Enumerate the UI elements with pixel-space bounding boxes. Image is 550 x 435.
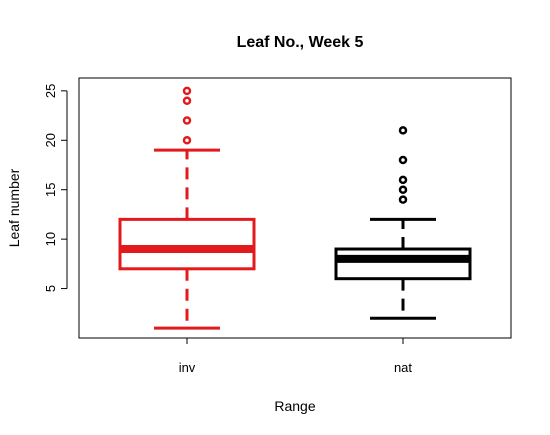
- x-axis-label: Range: [274, 398, 315, 414]
- y-tick-label: 5: [43, 285, 58, 292]
- outlier-point: [398, 155, 408, 165]
- outlier-point: [398, 126, 408, 135]
- x-tick-label: nat: [394, 360, 412, 375]
- y-tick-label: 15: [43, 182, 58, 196]
- box-inv: [118, 86, 256, 330]
- outlier-point: [398, 195, 408, 204]
- y-axis-label: Leaf number: [6, 168, 22, 247]
- outlier-point: [398, 185, 408, 194]
- outlier-point: [182, 116, 192, 125]
- iqr-box: [334, 247, 472, 281]
- outlier-point: [182, 86, 192, 96]
- plot-frame: [78, 77, 512, 339]
- y-tick-label: 25: [43, 84, 58, 98]
- y-tick-label: 10: [43, 232, 58, 246]
- y-axis: 5 10 15 20 25: [43, 84, 68, 292]
- chart-title: Leaf No., Week 5: [237, 34, 364, 51]
- x-tick-label: inv: [179, 360, 196, 375]
- iqr-box: [118, 217, 256, 271]
- outlier-point: [398, 175, 408, 185]
- y-tick-label: 20: [43, 133, 58, 147]
- outlier-point: [182, 96, 192, 105]
- boxes: [118, 86, 472, 330]
- outlier-point: [182, 136, 192, 145]
- x-axis: inv nat: [179, 337, 412, 375]
- box-nat: [334, 126, 472, 320]
